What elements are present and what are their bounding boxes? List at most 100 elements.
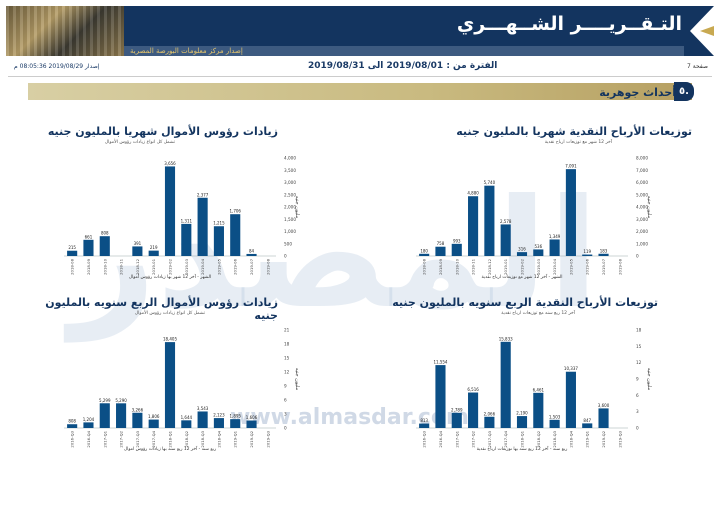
chart4-subtitle: تشمل كل انواع زيادات رؤوس الأموال	[134, 311, 205, 316]
bar	[83, 422, 94, 428]
y-tick-label: 21	[284, 328, 290, 333]
bar	[533, 392, 544, 428]
bar-value-label: 808	[101, 231, 109, 236]
bar-value-label: 215	[68, 245, 76, 250]
issue-date: إصدار 2019/08/29 08:05:36 م	[14, 63, 100, 70]
bar-value-label: 1,895	[230, 414, 242, 419]
bar	[116, 403, 127, 428]
y-axis-label: مليون جنيه	[646, 196, 652, 219]
report-title: التـقــريــــر الشــهـــري	[456, 13, 682, 35]
x-tick-label: 2019-Q2	[249, 430, 254, 447]
y-tick-label: 0	[284, 426, 287, 431]
bar	[99, 403, 110, 428]
bar	[148, 419, 159, 428]
chart1-title: توزيعات الأرباح النقدية شهريا بالمليون ج…	[456, 125, 692, 138]
x-tick-label: 2019-02	[168, 258, 173, 274]
x-tick-label: 2018-Q3	[552, 430, 557, 447]
bar	[549, 419, 560, 428]
section-title: أحداث جوهرية	[599, 86, 676, 99]
x-tick-label: 2018-09	[438, 258, 443, 274]
x-tick-label: 2019-01	[503, 258, 508, 274]
bar-value-label: 180	[420, 248, 428, 253]
bar	[598, 253, 609, 256]
x-tick-label: 2017-Q1	[454, 430, 459, 447]
y-tick-label: 2,000	[636, 229, 648, 234]
chart3-subtitle: آخر 12 ربع سنه مع توزيعات ارباح نقدية	[501, 311, 575, 316]
bar-value-label: 2,123	[213, 413, 225, 418]
section-bar	[28, 83, 692, 100]
bar	[419, 423, 430, 428]
x-tick-label: 2017-Q3	[487, 430, 492, 447]
bar	[582, 423, 593, 428]
bar-value-label: 3,266	[132, 407, 144, 412]
x-tick-label: 2018-09	[86, 258, 91, 274]
y-tick-label: 12	[284, 370, 290, 375]
x-tick-label: 2017-Q4	[503, 430, 508, 447]
bar	[500, 341, 511, 428]
x-tick-label: 2019-05	[216, 258, 221, 274]
bar-value-label: 1,204	[83, 417, 95, 422]
y-tick-label: 15	[284, 356, 290, 361]
x-tick-label: 2016-Q3	[422, 430, 427, 447]
x-tick-label: 2019-06	[233, 258, 238, 274]
bar-value-label: 847	[583, 418, 591, 423]
bar	[468, 392, 479, 428]
bar	[213, 418, 224, 428]
bar-value-label: 5,740	[484, 180, 496, 185]
bar	[148, 250, 159, 256]
bar-value-label: 1,706	[230, 209, 242, 214]
bar-value-label: 1,644	[181, 415, 193, 420]
y-tick-label: 9	[284, 384, 287, 389]
divider	[8, 76, 712, 77]
bar	[164, 166, 176, 256]
bar-value-label: 2,377	[197, 192, 209, 197]
bar	[230, 214, 241, 256]
y-tick-label: 9	[636, 377, 639, 382]
y-tick-label: 1,000	[636, 241, 648, 246]
bar-value-label: 183	[600, 248, 608, 253]
x-tick-label: 2018-Q3	[200, 430, 205, 447]
bar-value-label: 4,880	[467, 191, 479, 196]
bar	[181, 223, 192, 256]
bar-value-label: 1,606	[246, 415, 258, 420]
x-tick-label: 2019-07	[249, 258, 254, 274]
bar-value-label: 661	[85, 234, 93, 239]
y-tick-label: 1,500	[284, 217, 296, 222]
bar	[246, 420, 257, 428]
x-tick-label: 2019-03	[536, 258, 541, 274]
y-tick-label: 3,500	[284, 168, 296, 173]
bar	[197, 197, 208, 256]
bar	[132, 246, 143, 256]
bar	[533, 249, 544, 256]
x-tick-label: 2019-Q1	[233, 430, 238, 447]
x-tick-label: 2018-Q4	[216, 430, 221, 447]
x-tick-label: 2018-12	[487, 258, 492, 274]
meta-row: إصدار 2019/08/29 08:05:36 م الفترة من : …	[8, 61, 712, 73]
bar	[435, 365, 446, 428]
x-tick-label: 2019-08	[617, 258, 622, 274]
bar	[451, 243, 462, 256]
bar	[598, 408, 609, 428]
x-tick-label: 2018-Q2	[536, 430, 541, 447]
bar	[164, 342, 176, 428]
y-tick-label: 0	[284, 254, 287, 259]
bar-value-label: 3,656	[164, 161, 176, 166]
y-axis-label: مليون جنيه	[294, 196, 300, 219]
bar	[230, 419, 241, 428]
bar-value-label: 10,337	[564, 366, 578, 371]
bar	[565, 169, 576, 256]
bar-value-label: 6,461	[533, 387, 545, 392]
x-axis-label: الشهر - آخر 12 شهر مع توزيعات ارباح نقدي…	[482, 274, 563, 280]
chart3-dividends-quarterly: 0 3 6 9 12 15 18 مليون جنيه 813 2016-Q3 11,554 2016…	[416, 328, 652, 452]
chart4-capital-quarterly: 0 3 6 9 12 15 18 21 مليون جنيه 808 2016-Q3 1,204 201…	[64, 328, 300, 452]
bar	[197, 411, 208, 428]
bar-value-label: 1,349	[549, 234, 561, 239]
bar	[549, 239, 560, 256]
x-tick-label: 2016-Q4	[438, 430, 443, 447]
bar-value-label: 316	[518, 247, 526, 252]
bar	[451, 412, 462, 428]
y-tick-label: 18	[636, 328, 642, 333]
x-tick-label: 2018-Q1	[168, 430, 173, 447]
header-photo	[6, 6, 124, 56]
